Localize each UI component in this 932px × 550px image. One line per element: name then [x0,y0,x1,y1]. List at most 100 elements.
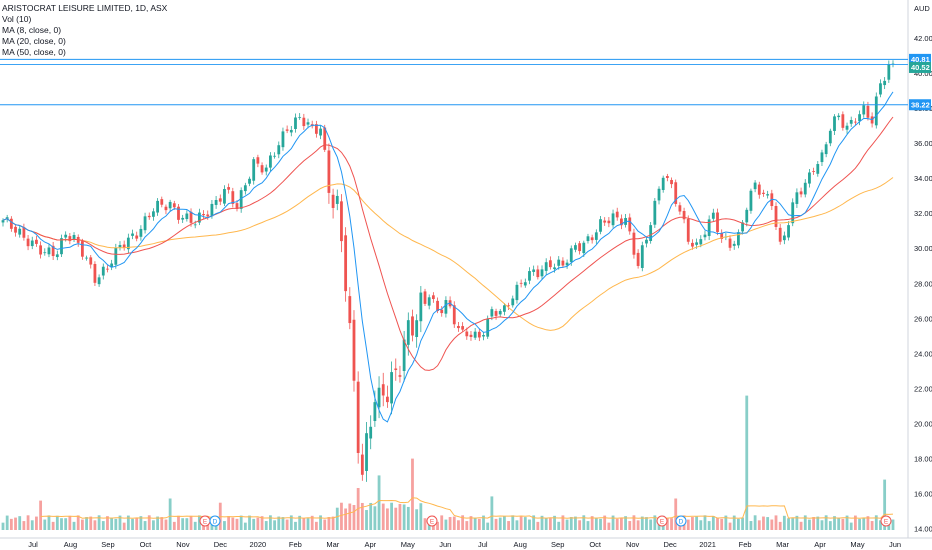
candle [185,210,189,222]
candle-body [457,325,460,329]
candle [611,209,615,228]
candle [314,120,318,138]
candle-body [340,201,343,242]
candle-body [381,384,385,396]
candle [9,216,13,232]
candle-body [603,220,607,223]
candle-body [273,155,276,157]
volume-bar [716,517,719,530]
candle [386,385,389,408]
candle-body [820,152,824,163]
volume-bar [60,518,63,530]
candle [68,233,72,245]
volume-bar [348,503,352,530]
volume-bar [544,518,548,530]
candle [762,189,765,197]
volume-bar [766,517,770,530]
candle [110,259,114,271]
price-tag-label: 38.22 [911,100,930,109]
candle-body [243,185,247,192]
candle-body [22,227,26,238]
candle [1,218,5,227]
candle-body [511,298,515,306]
volume-bar [323,519,327,530]
volume-bar [260,516,264,530]
candle [331,188,335,219]
candle-body [787,225,790,238]
candle-body [824,144,828,155]
candle [515,281,519,304]
candle [879,79,882,98]
candle-body [636,252,640,266]
candle-body [131,233,134,236]
volume-bar [703,515,707,530]
candle [523,278,527,288]
candle [582,240,586,257]
event-marker: D [209,515,221,527]
candle [678,202,682,215]
candle-body [436,300,439,312]
candle-body [486,318,490,337]
candle [578,240,582,255]
candle-body [386,396,389,403]
candle [168,199,172,212]
event-marker-circle [656,515,668,527]
ma8-indicator-label[interactable]: MA (8, close, 0) [2,25,62,35]
volume-bar [486,522,490,530]
candle [181,214,185,223]
candle [632,228,636,259]
volume-bar [837,517,841,530]
x-tick-label: Feb [739,540,752,549]
candle-body [657,188,661,201]
volume-bar [440,515,444,530]
ma50-line [2,177,894,331]
volume-bar [47,515,51,530]
candle [828,128,832,147]
candle [845,122,849,134]
x-tick-label: Nov [626,540,640,549]
candle [30,236,34,250]
volume-bar [319,515,322,530]
symbol-title[interactable]: ARISTOCRAT LEISURE LIMITED, 1D, ASX [2,3,168,13]
volume-bar [181,518,185,530]
candle [745,207,749,227]
x-tick-label: Apr [814,540,826,549]
volume-bar [369,502,373,530]
ma20-indicator-label[interactable]: MA (20, close, 0) [2,36,66,46]
candle-body [18,228,22,235]
volume-bar [858,518,861,530]
candle-body [89,257,93,265]
candle [177,203,180,224]
volume-bar [76,515,80,530]
x-tick-label: 2021 [699,540,716,549]
volume-indicator-label[interactable]: Vol (10) [2,14,32,24]
volume-bar [691,517,694,530]
candle-body [55,254,59,258]
candle-body [849,119,853,124]
volume-bar [720,518,724,530]
volume-bar [791,518,795,530]
candle [147,212,151,220]
candle [682,207,686,224]
candle-body [862,105,866,115]
candle [603,217,607,226]
candle [711,208,715,222]
candle-body [289,129,293,133]
candle-body [574,245,577,250]
volume-bar [636,520,640,530]
y-tick-label: 22.00 [914,384,932,393]
x-tick-label: Sep [551,540,564,549]
volume-bar [381,503,385,530]
volume-bar [327,517,331,530]
candle-body [674,182,678,204]
volume-bar [574,516,577,530]
candle [39,241,43,259]
candle [887,60,891,83]
candle-body [256,157,260,164]
candle-body [101,266,105,276]
candle-body [197,212,201,223]
candle [289,125,293,137]
volume-bar [849,522,853,530]
ma50-indicator-label[interactable]: MA (50, close, 0) [2,47,66,57]
